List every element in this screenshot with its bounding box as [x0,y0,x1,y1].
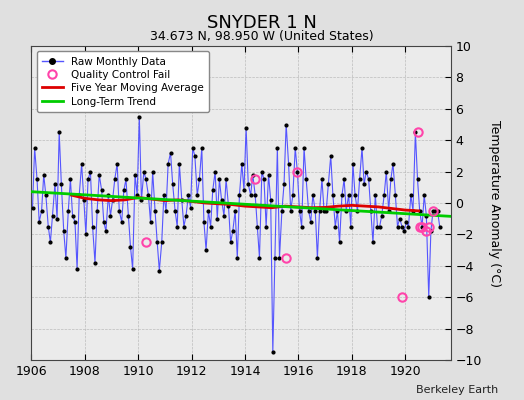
Text: 34.673 N, 98.950 W (United States): 34.673 N, 98.950 W (United States) [150,30,374,43]
Legend: Raw Monthly Data, Quality Control Fail, Five Year Moving Average, Long-Term Tren: Raw Monthly Data, Quality Control Fail, … [37,51,209,112]
Text: SNYDER 1 N: SNYDER 1 N [207,14,317,32]
Y-axis label: Temperature Anomaly (°C): Temperature Anomaly (°C) [488,120,501,286]
Text: Berkeley Earth: Berkeley Earth [416,385,498,395]
